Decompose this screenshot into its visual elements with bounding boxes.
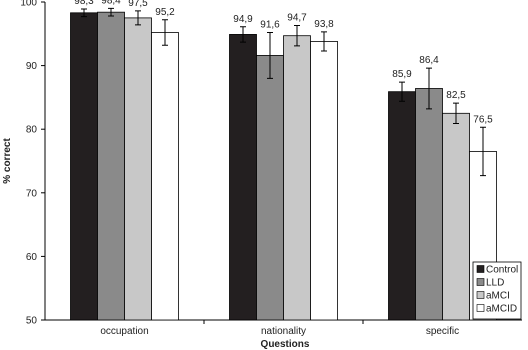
bar <box>310 41 338 321</box>
bar <box>388 91 416 321</box>
error-bar <box>240 26 246 43</box>
error-bar <box>453 102 459 124</box>
legend-swatch <box>476 265 485 273</box>
y-tick-label: 70 <box>26 188 38 199</box>
bar <box>283 35 311 321</box>
error-bar <box>294 25 300 47</box>
data-label: 95,2 <box>155 7 175 18</box>
x-tick-label: occupation <box>100 326 148 337</box>
error-bar <box>162 19 168 46</box>
data-label: 93,8 <box>314 19 334 30</box>
legend-swatch <box>476 278 485 286</box>
data-label: 94,9 <box>233 14 253 25</box>
error-bar <box>321 31 327 52</box>
bar <box>70 12 98 321</box>
bar <box>124 17 152 321</box>
bar <box>151 32 179 321</box>
data-label: 97,5 <box>128 0 148 9</box>
legend-swatch <box>476 304 485 312</box>
data-label: 98,3 <box>74 0 94 7</box>
x-tick-label: specific <box>426 326 459 337</box>
bar <box>229 34 257 321</box>
y-tick-label: 100 <box>20 0 37 9</box>
legend-label: Control <box>486 265 518 276</box>
x-axis-label: Questions <box>261 339 310 350</box>
error-bar <box>426 67 432 110</box>
y-tick-label: 90 <box>26 61 38 72</box>
error-bar <box>108 7 114 17</box>
bar <box>442 112 470 321</box>
bar <box>256 55 284 321</box>
legend-label: aMCID <box>486 304 517 315</box>
data-label: 94,7 <box>287 13 307 24</box>
data-label: 98,4 <box>101 0 121 6</box>
error-bar <box>399 81 405 102</box>
y-tick-label: 50 <box>26 316 38 327</box>
legend-swatch <box>476 291 485 299</box>
x-tick-label: nationality <box>261 326 306 337</box>
error-bar <box>81 8 87 18</box>
error-bar <box>267 32 273 79</box>
data-label: 76,5 <box>473 114 493 125</box>
bar <box>97 11 125 321</box>
error-bar <box>480 126 486 177</box>
data-label: 86,4 <box>419 55 439 66</box>
data-label: 85,9 <box>392 69 412 80</box>
data-label: 82,5 <box>446 90 466 101</box>
error-bar <box>135 10 141 26</box>
bar <box>415 88 443 321</box>
legend-label: aMCI <box>486 291 510 302</box>
y-tick-label: 80 <box>26 125 38 136</box>
y-tick-label: 60 <box>26 252 38 263</box>
data-label: 91,6 <box>260 20 280 31</box>
legend-label: LLD <box>486 278 504 289</box>
y-axis-label: % correct <box>2 138 13 184</box>
